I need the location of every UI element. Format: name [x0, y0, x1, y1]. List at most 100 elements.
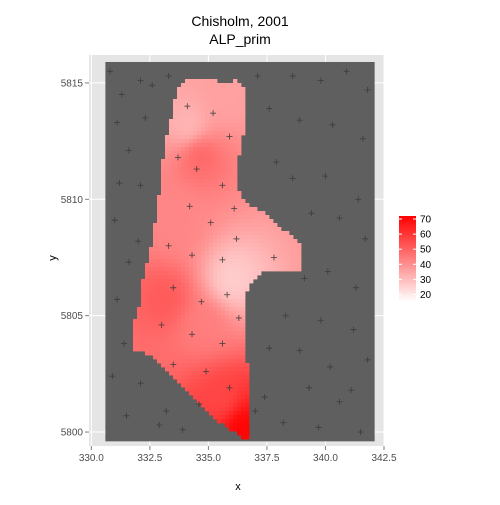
heat-cell: [169, 239, 174, 244]
heat-cell: [273, 235, 278, 240]
heat-cell: [173, 207, 178, 212]
heat-cell: [197, 191, 202, 196]
heat-cell: [193, 195, 198, 200]
heat-cell: [181, 363, 186, 368]
heat-cell: [233, 179, 238, 184]
heat-cell: [177, 271, 182, 276]
heat-cell: [177, 343, 182, 348]
heat-cell: [265, 247, 270, 252]
heat-cell: [229, 379, 234, 384]
heat-cell: [213, 311, 218, 316]
heat-cell: [237, 143, 242, 148]
heat-cell: [189, 287, 194, 292]
heat-cell: [253, 243, 258, 248]
heat-cell: [213, 179, 218, 184]
heat-cell: [225, 375, 230, 380]
heat-cell: [217, 335, 222, 340]
heat-cell: [181, 323, 186, 328]
heat-cell: [217, 411, 222, 416]
heat-cell: [169, 275, 174, 280]
heat-cell: [153, 287, 158, 292]
heat-cell: [201, 383, 206, 388]
heat-cell: [157, 259, 162, 264]
heat-cell: [165, 259, 170, 264]
heat-cell: [241, 415, 246, 420]
heat-cell: [133, 347, 138, 352]
heat-cell: [161, 287, 166, 292]
heat-cell: [245, 271, 250, 276]
heat-cell: [209, 395, 214, 400]
heat-cell: [237, 387, 242, 392]
heat-cell: [169, 367, 174, 372]
heat-cell: [221, 159, 226, 164]
heat-cell: [189, 331, 194, 336]
heat-cell: [229, 227, 234, 232]
heat-cell: [185, 119, 190, 124]
heat-cell: [165, 183, 170, 188]
heat-cell: [169, 131, 174, 136]
heat-cell: [173, 131, 178, 136]
heat-cell: [169, 235, 174, 240]
heat-cell: [153, 311, 158, 316]
heat-cell: [209, 83, 214, 88]
heat-cell: [265, 235, 270, 240]
heat-cell: [177, 287, 182, 292]
heat-cell: [265, 251, 270, 256]
heat-cell: [173, 231, 178, 236]
heat-cell: [245, 203, 250, 208]
heat-cell: [209, 387, 214, 392]
heat-cell: [161, 303, 166, 308]
heat-cell: [201, 139, 206, 144]
heat-cell: [221, 343, 226, 348]
heat-cell: [173, 175, 178, 180]
heat-cell: [205, 331, 210, 336]
heat-cell: [177, 243, 182, 248]
heat-cell: [205, 327, 210, 332]
x-tick-label: 335.0: [196, 453, 221, 464]
heat-cell: [241, 383, 246, 388]
heat-cell: [181, 223, 186, 228]
heat-cell: [153, 351, 158, 356]
heat-cell: [217, 399, 222, 404]
heat-cell: [201, 199, 206, 204]
heat-cell: [253, 231, 258, 236]
heat-cell: [293, 247, 298, 252]
heat-cell: [161, 235, 166, 240]
heat-cell: [161, 335, 166, 340]
heat-cell: [213, 151, 218, 156]
heat-cell: [225, 187, 230, 192]
heat-cell: [213, 175, 218, 180]
heat-cell: [205, 303, 210, 308]
heat-cell: [205, 227, 210, 232]
heat-cell: [209, 315, 214, 320]
heat-cell: [217, 139, 222, 144]
heat-cell: [217, 403, 222, 408]
heat-cell: [165, 219, 170, 224]
heat-cell: [149, 339, 154, 344]
heat-cell: [261, 227, 266, 232]
heat-cell: [149, 283, 154, 288]
heat-cell: [237, 251, 242, 256]
heat-cell: [153, 343, 158, 348]
heat-cell: [201, 195, 206, 200]
heat-cell: [237, 275, 242, 280]
heat-cell: [229, 319, 234, 324]
heat-cell: [293, 267, 298, 272]
heat-cell: [209, 327, 214, 332]
heat-cell: [165, 307, 170, 312]
heat-cell: [137, 323, 142, 328]
heat-cell: [161, 299, 166, 304]
heat-cell: [209, 279, 214, 284]
sample-point: [280, 419, 287, 426]
heat-cell: [233, 247, 238, 252]
heat-cell: [181, 351, 186, 356]
heat-cell: [185, 183, 190, 188]
heat-cell: [157, 339, 162, 344]
heat-cell: [173, 111, 178, 116]
heat-cell: [141, 311, 146, 316]
heat-cell: [209, 139, 214, 144]
sample-point: [350, 326, 357, 333]
heat-cell: [237, 239, 242, 244]
heat-cell: [201, 127, 206, 132]
heat-cell: [225, 367, 230, 372]
